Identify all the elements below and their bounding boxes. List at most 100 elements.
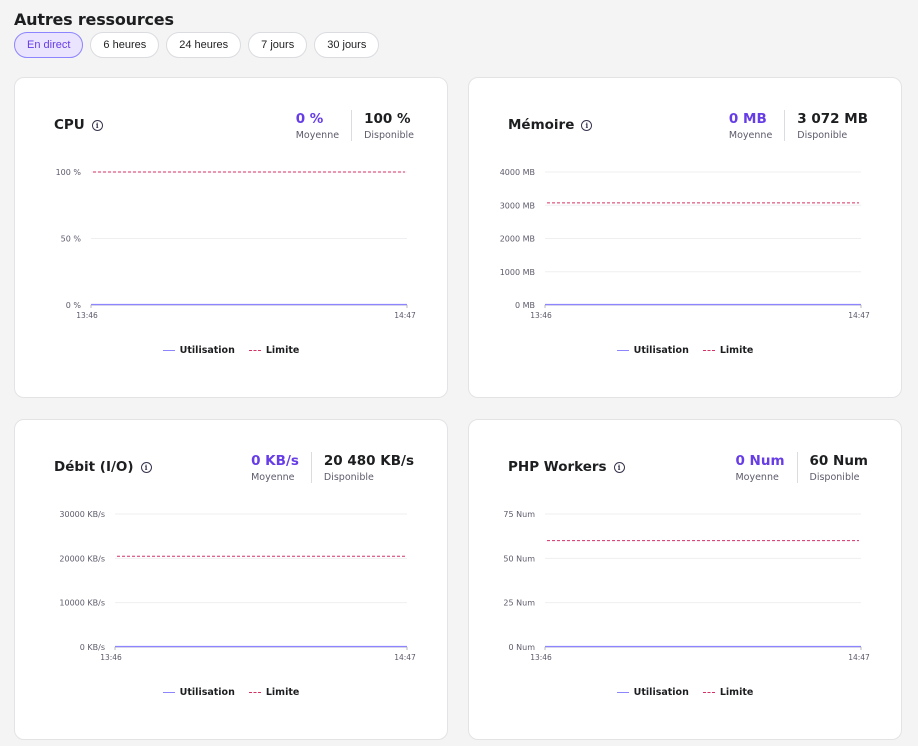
info-icon[interactable]: i <box>140 461 152 473</box>
stat-available-label: Disponible <box>809 472 860 483</box>
card-title-label: CPU <box>54 117 85 133</box>
x-tick-label: 14:47 <box>848 653 870 662</box>
legend-limit-label: Limite <box>719 345 754 356</box>
card-memory: Mémoire i 0 MB Moyenne 3 072 MB Disponib… <box>468 77 902 398</box>
chart-legend: Utilisation Limite <box>15 345 447 356</box>
stat-available-value: 60 Num <box>809 453 868 469</box>
y-tick-label: 1000 MB <box>500 268 535 277</box>
stats: 0 % Moyenne 100 % Disponible <box>296 110 414 141</box>
stat-available-value: 100 % <box>364 111 411 127</box>
x-tick-label: 13:46 <box>100 653 122 662</box>
y-tick-label: 30000 KB/s <box>59 510 105 519</box>
stat-available-label: Disponible <box>323 472 374 483</box>
tab-7-days[interactable]: 7 jours <box>248 32 308 58</box>
time-range-tabs: En direct 6 heures 24 heures 7 jours 30 … <box>14 32 380 58</box>
legend-limit[interactable]: Limite <box>248 687 300 698</box>
cpu-chart: 0 % 50 % 100 % 13:46 14:47 <box>56 168 416 320</box>
stats: 0 MB Moyenne 3 072 MB Disponible <box>729 110 868 141</box>
legend-usage[interactable]: Utilisation <box>162 345 235 356</box>
limit-line-swatch <box>248 350 261 351</box>
card-title-label: PHP Workers <box>508 459 607 475</box>
stat-available: 100 % Disponible <box>352 110 414 141</box>
legend-usage-label: Utilisation <box>633 345 689 356</box>
stat-average: 0 KB/s Moyenne <box>251 452 312 483</box>
legend-limit[interactable]: Limite <box>702 687 754 698</box>
chart-legend: Utilisation Limite <box>469 687 901 698</box>
stat-available: 60 Num Disponible <box>798 452 868 483</box>
legend-usage-label: Utilisation <box>179 687 235 698</box>
stat-average-label: Moyenne <box>251 472 295 483</box>
y-tick-label: 3000 MB <box>500 201 535 210</box>
card-title: Mémoire i <box>508 117 593 133</box>
stat-average-value: 0 KB/s <box>251 453 299 469</box>
card-io-throughput: Débit (I/O) i 0 KB/s Moyenne 20 480 KB/s… <box>14 419 448 740</box>
stat-average-label: Moyenne <box>295 130 340 141</box>
chart-legend: Utilisation Limite <box>15 687 447 698</box>
usage-line-swatch <box>616 350 629 351</box>
stat-available: 3 072 MB Disponible <box>785 110 868 141</box>
stat-available-value: 3 072 MB <box>797 111 868 127</box>
card-title-label: Débit (I/O) <box>54 459 134 475</box>
card-cpu: CPU i 0 % Moyenne 100 % Disponible 0 % 50… <box>14 77 448 398</box>
x-tick-label: 14:47 <box>848 311 870 320</box>
limit-line-swatch <box>702 350 715 351</box>
chart-legend: Utilisation Limite <box>469 345 901 356</box>
legend-limit[interactable]: Limite <box>702 345 754 356</box>
io-chart: 0 KB/s 10000 KB/s 20000 KB/s 30000 KB/s 13:4… <box>59 510 416 662</box>
info-icon[interactable]: i <box>613 461 625 473</box>
legend-limit[interactable]: Limite <box>248 345 300 356</box>
y-tick-label: 50 % <box>61 235 82 244</box>
y-tick-label: 2000 MB <box>500 235 535 244</box>
stat-average-label: Moyenne <box>728 130 773 141</box>
info-icon[interactable]: i <box>581 119 593 131</box>
stat-average-value: 0 MB <box>728 111 767 127</box>
limit-line-swatch <box>248 692 261 693</box>
stat-available-label: Disponible <box>364 130 414 141</box>
legend-usage[interactable]: Utilisation <box>162 687 235 698</box>
usage-line-swatch <box>162 692 175 693</box>
legend-limit-label: Limite <box>265 345 300 356</box>
y-tick-label: 50 Num <box>503 554 535 563</box>
php-workers-chart: 0 Num 25 Num 50 Num 75 Num 13:46 14:47 <box>503 510 870 662</box>
stat-average-value: 0 Num <box>735 453 785 469</box>
legend-usage-label: Utilisation <box>633 687 689 698</box>
card-title: Débit (I/O) i <box>54 459 152 475</box>
x-tick-label: 14:47 <box>394 653 416 662</box>
legend-limit-label: Limite <box>265 687 300 698</box>
tab-live[interactable]: En direct <box>14 32 84 58</box>
stat-average: 0 Num Moyenne <box>735 452 798 483</box>
legend-usage[interactable]: Utilisation <box>616 687 689 698</box>
legend-usage[interactable]: Utilisation <box>616 345 689 356</box>
y-tick-label: 100 % <box>56 168 82 177</box>
y-tick-label: 10000 KB/s <box>59 599 105 608</box>
card-php-workers: PHP Workers i 0 Num Moyenne 60 Num Dispo… <box>468 419 902 740</box>
info-icon[interactable]: i <box>91 119 103 131</box>
legend-limit-label: Limite <box>719 687 754 698</box>
y-tick-label: 25 Num <box>503 599 535 608</box>
y-tick-label: 0 % <box>66 301 82 310</box>
y-tick-label: 0 Num <box>509 643 536 652</box>
x-tick-label: 13:46 <box>530 653 552 662</box>
y-tick-label: 0 KB/s <box>80 643 105 652</box>
usage-line-swatch <box>162 350 175 351</box>
limit-line-swatch <box>702 692 715 693</box>
y-tick-label: 20000 KB/s <box>59 554 105 563</box>
stat-average-value: 0 % <box>295 111 324 127</box>
legend-usage-label: Utilisation <box>179 345 235 356</box>
memory-chart: 0 MB 1000 MB 2000 MB 3000 MB 4000 MB 13:46 14:… <box>500 168 870 320</box>
card-title: PHP Workers i <box>508 459 625 475</box>
card-title-label: Mémoire <box>508 117 575 133</box>
stats: 0 KB/s Moyenne 20 480 KB/s Disponible <box>251 452 414 483</box>
y-tick-label: 0 MB <box>515 301 535 310</box>
x-tick-label: 14:47 <box>394 311 416 320</box>
page-title: Autres ressources <box>14 10 174 29</box>
stat-average: 0 MB Moyenne <box>728 110 786 141</box>
x-tick-label: 13:46 <box>530 311 552 320</box>
stat-available: 20 480 KB/s Disponible <box>312 452 414 483</box>
tab-30-days[interactable]: 30 jours <box>314 32 380 58</box>
tab-24-hours[interactable]: 24 heures <box>166 32 242 58</box>
tab-6-hours[interactable]: 6 heures <box>90 32 160 58</box>
y-tick-label: 4000 MB <box>500 168 535 177</box>
stat-available-value: 20 480 KB/s <box>323 453 414 469</box>
stat-available-label: Disponible <box>797 130 848 141</box>
